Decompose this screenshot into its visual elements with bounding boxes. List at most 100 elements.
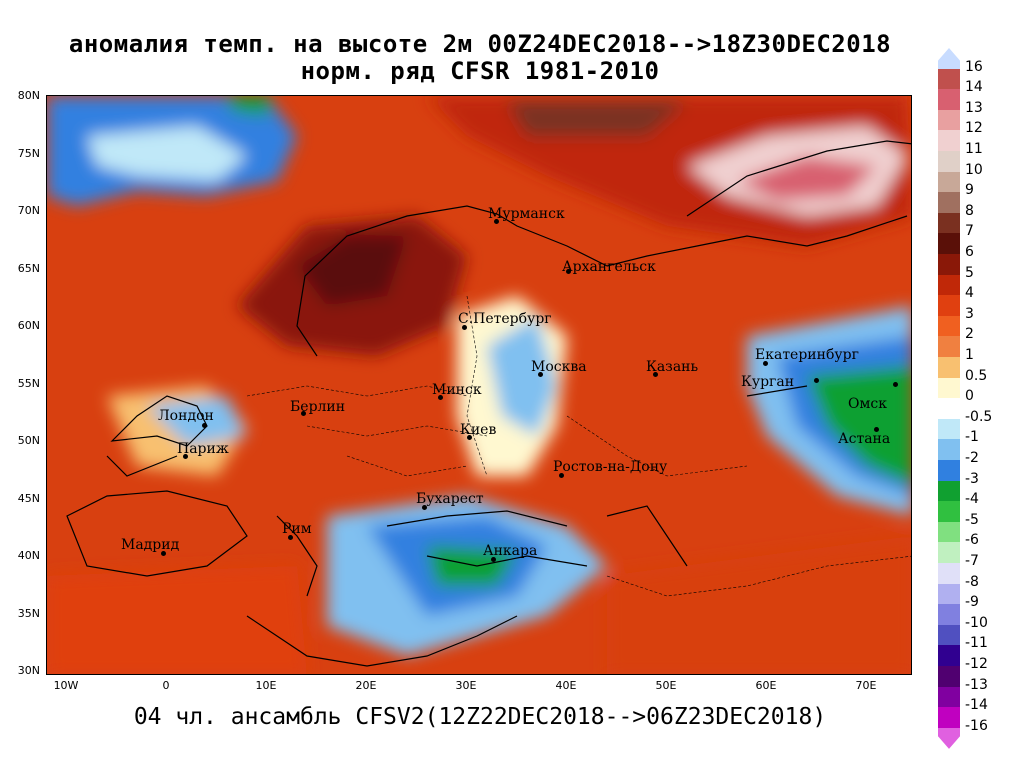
color-legend-label: -12	[965, 656, 988, 672]
color-legend-swatch	[938, 109, 960, 131]
color-legend-label: -7	[965, 553, 979, 569]
color-legend-swatch	[938, 480, 960, 502]
color-legend-label: -2	[965, 450, 979, 466]
color-legend-swatch	[938, 604, 960, 626]
color-legend-label: 6	[965, 244, 974, 260]
color-legend-label: -16	[965, 717, 988, 734]
color-legend-label: 13	[965, 99, 983, 116]
color-legend-label: 12	[965, 120, 983, 137]
city-label: Астана	[838, 431, 891, 447]
latitude-label: 30N	[17, 664, 40, 677]
city-label: Архангельск	[562, 259, 656, 275]
city-marker	[161, 551, 166, 556]
city-marker	[288, 535, 293, 540]
city-label: Москва	[531, 359, 587, 375]
city-label: С.Петербург	[458, 311, 552, 327]
color-legend-label: -8	[965, 573, 979, 590]
color-legend-label: -4	[965, 491, 979, 508]
city-marker	[438, 395, 443, 400]
color-legend-swatch	[938, 521, 960, 543]
latitude-label: 50N	[17, 434, 40, 447]
city-marker	[301, 411, 306, 416]
color-legend-label: 5	[965, 264, 974, 281]
color-legend-swatch	[938, 171, 960, 193]
color-legend-label: -14	[965, 697, 988, 714]
color-legend-swatch	[938, 727, 960, 749]
color-legend-label: 14	[965, 79, 983, 96]
ensemble-footnote: 04 чл. ансамбль CFSV2(12Z22DEC2018-->06Z…	[133, 704, 827, 730]
city-label: Мадрид	[121, 537, 180, 553]
city-marker	[566, 269, 571, 274]
longitude-label: 0	[162, 679, 170, 692]
color-legend-swatch	[938, 563, 960, 585]
color-legend-swatch	[938, 583, 960, 605]
color-legend-swatch	[938, 666, 960, 688]
color-legend-swatch	[938, 686, 960, 708]
latitude-label: 55N	[17, 376, 40, 390]
color-legend-swatch	[938, 336, 960, 358]
country-borders	[246, 295, 911, 597]
color-legend-swatch	[938, 254, 960, 276]
city-label: Минск	[432, 382, 482, 398]
color-legend-label: 8	[965, 202, 974, 219]
color-legend-label: 2	[965, 326, 974, 343]
color-legend-swatch	[938, 274, 960, 296]
color-legend-swatch	[938, 233, 960, 255]
color-legend-label: -9	[965, 594, 979, 611]
color-legend-label: 0.5	[965, 367, 988, 384]
anomaly-map-svg	[47, 96, 911, 674]
color-legend-label: -6	[965, 532, 979, 549]
city-label: Казань	[646, 359, 699, 375]
color-legend-swatch	[938, 377, 960, 399]
color-legend-swatch	[938, 542, 960, 564]
city-label: Мурманск	[488, 206, 565, 222]
color-legend-swatch	[938, 439, 960, 461]
color-legend-swatch	[938, 707, 960, 729]
color-legend-swatch	[938, 68, 960, 90]
color-legend-label: 9	[965, 182, 974, 199]
color-legend-swatch	[938, 212, 960, 234]
city-marker	[763, 361, 768, 366]
color-legend-label: -13	[965, 676, 988, 693]
latitude-label: 40N	[17, 549, 40, 562]
map-title-line1: аномалия темп. на высоте 2м 00Z24DEC2018…	[68, 30, 892, 58]
latitude-label: 65N	[17, 261, 40, 275]
color-legend-swatch	[938, 130, 960, 152]
color-legend-label: 11	[965, 141, 983, 157]
city-label: Берлин	[290, 399, 346, 415]
latitude-label: 60N	[17, 319, 40, 332]
city-label: Рим	[282, 521, 312, 537]
city-label: Бухарест	[416, 491, 484, 507]
color-legend-label: 16	[965, 58, 983, 75]
color-legend-label: 1	[965, 347, 974, 363]
city-label: Курган	[741, 374, 795, 390]
latitude-label: 80N	[17, 89, 40, 102]
color-legend-label: -0.5	[965, 408, 993, 425]
color-legend-swatch	[938, 624, 960, 646]
city-marker	[893, 382, 898, 387]
longitude-label: 10W	[53, 679, 79, 692]
city-label: Ростов-на-Дону	[553, 459, 668, 475]
longitude-label: 50E	[655, 679, 677, 692]
color-legend-label: -3	[965, 470, 979, 487]
city-label: Анкара	[483, 543, 538, 559]
city-marker	[559, 473, 564, 478]
color-legend-label: -10	[965, 614, 988, 631]
color-legend-swatch	[938, 645, 960, 667]
city-marker	[494, 219, 499, 224]
color-legend-swatch	[938, 151, 960, 173]
city-label: Киев	[460, 422, 497, 438]
color-legend-swatch	[938, 418, 960, 440]
coastlines	[66, 140, 911, 667]
color-legend-label: 7	[965, 223, 974, 240]
color-legend-swatch	[938, 460, 960, 482]
longitude-label: 20E	[355, 679, 377, 692]
color-legend-label: 4	[965, 285, 974, 302]
color-legend-label: -11	[965, 635, 988, 652]
longitude-label: 70E	[855, 679, 877, 692]
latitude-label: 70N	[17, 204, 40, 217]
city-marker	[183, 454, 188, 459]
city-marker	[653, 372, 658, 377]
color-legend-label: 0	[965, 388, 974, 405]
color-legend-swatch	[938, 357, 960, 379]
